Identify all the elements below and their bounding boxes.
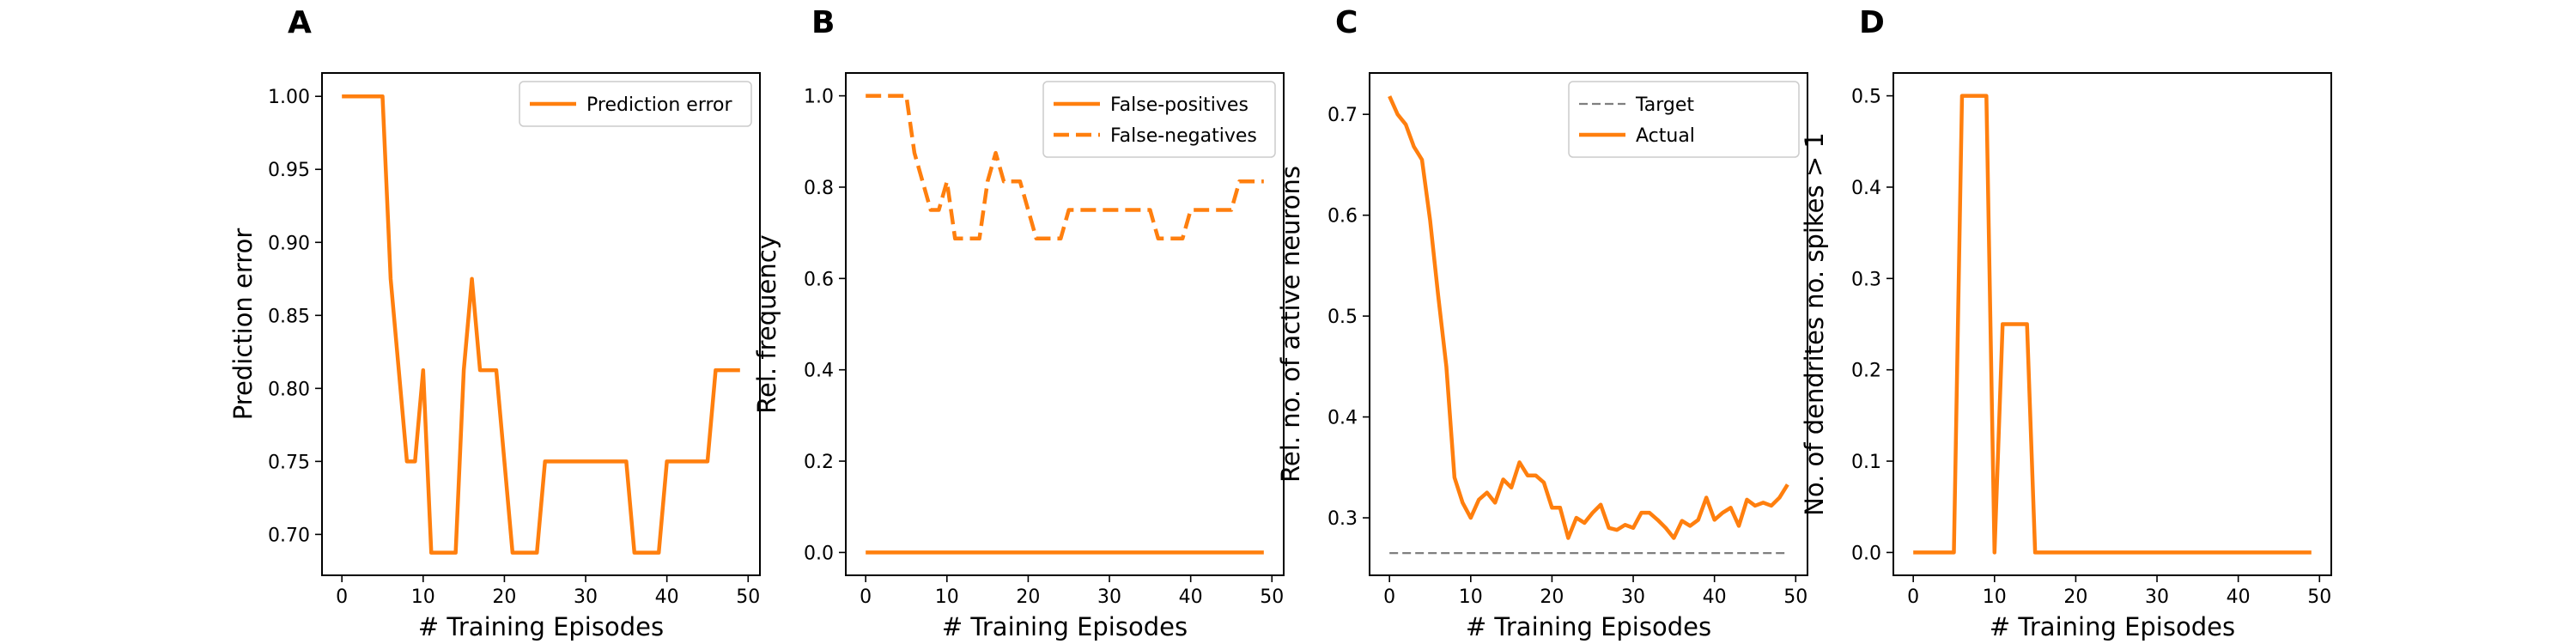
series-line-false-negatives: [866, 94, 1264, 241]
x-tick-label: 30: [1621, 586, 1645, 608]
legend-label: Actual: [1636, 125, 1695, 147]
y-tick-label: 0.2: [1851, 361, 1881, 382]
legend-box: [519, 81, 752, 127]
y-axis-label: No. of dendrites no. spikes > 1: [1800, 132, 1829, 516]
legend-box: [1042, 81, 1276, 158]
y-tick-label: 0.3: [1851, 269, 1881, 290]
x-tick-label: 20: [492, 586, 516, 608]
x-tick-label: 30: [574, 586, 598, 608]
x-tick-label: 0: [860, 586, 872, 608]
x-tick-label: 40: [2227, 586, 2251, 608]
legend: Prediction error: [519, 81, 752, 127]
x-tick-label: 10: [935, 586, 959, 608]
axes-frame: [1893, 72, 2332, 576]
x-tick-label: 20: [1016, 586, 1040, 608]
y-tick-label: 0.4: [1327, 408, 1358, 429]
x-tick-label: 10: [1459, 586, 1483, 608]
x-tick-label: 50: [736, 586, 760, 608]
x-tick-label: 20: [2063, 586, 2087, 608]
axes-frame: [321, 72, 761, 576]
axes-frame: [845, 72, 1285, 576]
legend: False-positives False-negatives: [1042, 81, 1276, 158]
y-tick-label: 0.8: [804, 178, 834, 199]
x-tick-label: 0: [1907, 586, 1919, 608]
chart-panel-b: B 0 10 20 30 40 50 0.0 0.2 0.4 0.6 0.8 1.0 # Training…: [752, 5, 1285, 641]
x-tick-label: 40: [1703, 586, 1727, 608]
x-tick-label: 30: [1097, 586, 1121, 608]
y-tick-label: 0.0: [804, 543, 834, 564]
y-tick-label: 0.6: [804, 269, 834, 290]
panel-letter: C: [1335, 5, 1358, 40]
y-tick-label: 0.75: [268, 452, 310, 473]
y-tick-label: 0.4: [1851, 178, 1881, 199]
legend-label: Target: [1635, 94, 1694, 116]
series-line-series-0: [1913, 94, 2312, 555]
legend-label: False-positives: [1110, 94, 1249, 116]
x-tick-label: 10: [411, 586, 435, 608]
chart-panel-c: C 0 10 20 30 40 50 0.3 0.4 0.5 0.6 0.7 # Training Ep…: [1276, 5, 1808, 641]
x-tick-label: 20: [1540, 586, 1564, 608]
x-tick-label: 40: [655, 586, 679, 608]
y-tick-label: 0.90: [268, 233, 310, 254]
legend-label: Prediction error: [586, 94, 732, 116]
y-tick-label: 1.0: [804, 87, 834, 108]
y-tick-label: 0.70: [268, 525, 310, 546]
legend-box: [1568, 81, 1800, 158]
chart-panel-d: D 0 10 20 30 40 50 0.0 0.1 0.2 0.3 0.4 0.5 # Training…: [1800, 5, 2332, 641]
y-tick-label: 0.4: [804, 361, 834, 382]
x-tick-label: 50: [1260, 586, 1284, 608]
y-axis-label: Rel. frequency: [752, 234, 781, 414]
axes-frame: [1369, 72, 1808, 576]
y-tick-label: 0.0: [1851, 543, 1881, 564]
series-line-actual: [1388, 95, 1789, 540]
legend-label: False-negatives: [1110, 125, 1257, 147]
y-tick-label: 0.6: [1327, 206, 1358, 228]
y-tick-label: 0.7: [1327, 105, 1358, 126]
x-tick-label: 10: [1983, 586, 2007, 608]
y-tick-label: 1.00: [268, 87, 310, 108]
y-axis-label: Prediction error: [228, 228, 258, 421]
x-axis-label: # Training Episodes: [1466, 612, 1711, 641]
x-tick-label: 50: [2307, 586, 2331, 608]
x-tick-label: 50: [1783, 586, 1807, 608]
y-tick-label: 0.1: [1851, 452, 1881, 473]
panel-letter: D: [1859, 5, 1885, 40]
y-tick-label: 0.5: [1327, 307, 1358, 328]
y-tick-label: 0.5: [1851, 87, 1881, 108]
x-tick-label: 30: [2145, 586, 2169, 608]
x-axis-label: # Training Episodes: [1990, 612, 2235, 641]
y-tick-label: 0.85: [268, 306, 310, 327]
x-axis-label: # Training Episodes: [418, 612, 664, 641]
panel-letter: B: [811, 5, 835, 40]
chart-panel-a: A 0 10 20 30 40 50 0.70 0.75 0.80 0.85 0.90 0.95 1.00…: [228, 5, 761, 641]
x-tick-label: 0: [1383, 586, 1395, 608]
x-tick-label: 40: [1179, 586, 1203, 608]
y-axis-label: Rel. no. of active neurons: [1276, 166, 1305, 483]
y-tick-label: 0.95: [268, 160, 310, 181]
x-tick-label: 0: [336, 586, 348, 608]
x-axis-label: # Training Episodes: [942, 612, 1188, 641]
y-tick-label: 0.3: [1327, 508, 1358, 530]
y-tick-label: 0.80: [268, 379, 310, 400]
y-tick-label: 0.2: [804, 452, 834, 473]
panel-letter: A: [288, 5, 312, 40]
series-line-prediction-error: [342, 94, 740, 555]
legend: Target Actual: [1568, 81, 1800, 158]
